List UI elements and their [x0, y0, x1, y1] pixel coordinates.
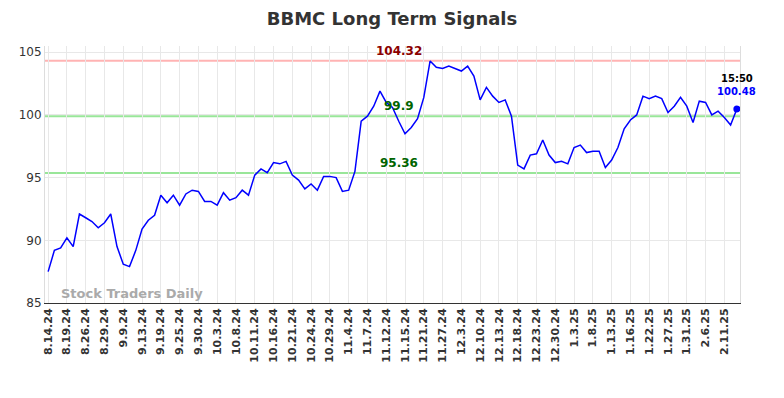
svg-text:85: 85	[26, 296, 41, 310]
svg-text:105: 105	[19, 45, 42, 59]
svg-text:8.26.24: 8.26.24	[79, 308, 92, 355]
svg-text:1.16.25: 1.16.25	[624, 308, 637, 355]
svg-text:104.32: 104.32	[376, 44, 422, 58]
svg-text:90: 90	[26, 234, 41, 248]
svg-text:9.9.24: 9.9.24	[117, 308, 130, 347]
svg-text:1.8.25: 1.8.25	[586, 308, 599, 347]
svg-text:100.48: 100.48	[717, 86, 756, 97]
svg-text:8.19.24: 8.19.24	[60, 308, 73, 355]
svg-text:10.21.24: 10.21.24	[286, 308, 299, 363]
svg-text:9.30.24: 9.30.24	[192, 308, 205, 355]
svg-text:15:50: 15:50	[721, 73, 753, 84]
svg-text:11.15.24: 11.15.24	[399, 308, 412, 363]
svg-text:99.9: 99.9	[384, 99, 414, 113]
svg-text:10.29.24: 10.29.24	[323, 308, 336, 363]
svg-text:11.12.24: 11.12.24	[380, 308, 393, 363]
svg-text:1.3.25: 1.3.25	[568, 308, 581, 347]
svg-text:12.30.24: 12.30.24	[549, 308, 562, 363]
svg-text:100: 100	[19, 108, 42, 122]
svg-text:1.27.25: 1.27.25	[662, 308, 675, 355]
svg-text:12.23.24: 12.23.24	[530, 308, 543, 363]
svg-text:10.8.24: 10.8.24	[230, 308, 243, 355]
svg-text:10.24.24: 10.24.24	[305, 308, 318, 363]
svg-text:12.13.24: 12.13.24	[493, 308, 506, 363]
svg-text:9.13.24: 9.13.24	[136, 308, 149, 355]
svg-text:1.31.25: 1.31.25	[680, 308, 693, 355]
svg-text:2.11.25: 2.11.25	[718, 308, 731, 355]
svg-text:9.25.24: 9.25.24	[173, 308, 186, 355]
svg-text:10.16.24: 10.16.24	[267, 308, 280, 363]
svg-text:11.21.24: 11.21.24	[417, 308, 430, 363]
svg-text:12.10.24: 12.10.24	[474, 308, 487, 363]
svg-text:Stock Traders Daily: Stock Traders Daily	[61, 286, 203, 301]
svg-text:9.19.24: 9.19.24	[154, 308, 167, 355]
svg-text:12.18.24: 12.18.24	[511, 308, 524, 363]
svg-text:BBMC Long Term Signals: BBMC Long Term Signals	[267, 8, 518, 29]
svg-text:95.36: 95.36	[380, 156, 418, 170]
svg-text:95: 95	[26, 171, 41, 185]
svg-text:8.29.24: 8.29.24	[98, 308, 111, 355]
svg-text:8.14.24: 8.14.24	[42, 308, 55, 355]
svg-text:11.4.24: 11.4.24	[342, 308, 355, 355]
svg-text:11.27.24: 11.27.24	[436, 308, 449, 363]
svg-text:10.3.24: 10.3.24	[211, 308, 224, 355]
svg-text:1.22.25: 1.22.25	[643, 308, 656, 355]
svg-text:11.7.24: 11.7.24	[361, 308, 374, 355]
svg-text:12.3.24: 12.3.24	[455, 308, 468, 355]
svg-text:2.6.25: 2.6.25	[699, 308, 712, 347]
svg-text:1.13.25: 1.13.25	[605, 308, 618, 355]
svg-text:10.11.24: 10.11.24	[248, 308, 261, 363]
